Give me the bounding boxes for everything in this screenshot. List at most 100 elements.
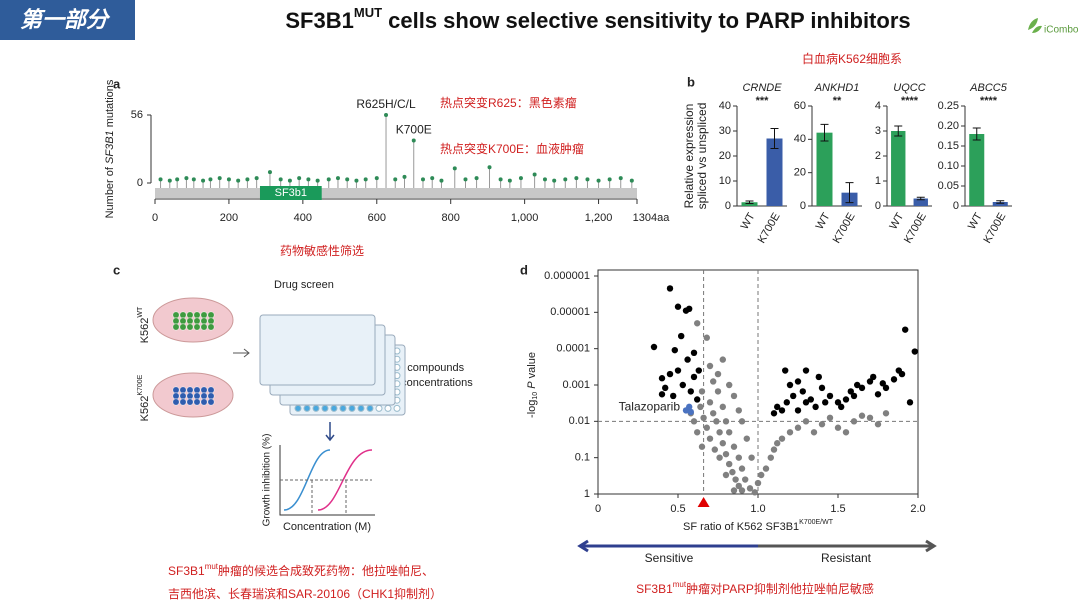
data-point xyxy=(650,343,658,351)
data-point xyxy=(767,454,774,461)
data-point xyxy=(666,285,674,292)
y-tick-label: 1 xyxy=(875,175,881,187)
data-point xyxy=(838,403,845,411)
data-point xyxy=(902,326,909,333)
arrow-resistant xyxy=(758,539,937,553)
data-point xyxy=(826,392,834,400)
mutation-point xyxy=(402,174,407,179)
mutation-point xyxy=(498,177,503,182)
domain-label: SF3b1 xyxy=(275,187,307,199)
well xyxy=(321,404,329,412)
mutation-point xyxy=(430,176,435,181)
data-point xyxy=(735,482,742,490)
panel-label: c xyxy=(113,262,120,277)
data-point xyxy=(751,489,758,496)
cell xyxy=(193,323,201,331)
data-point xyxy=(700,414,707,422)
cell-label: K562K700E xyxy=(137,374,151,421)
panel-label: d xyxy=(520,262,528,277)
data-point xyxy=(818,421,826,428)
data-point xyxy=(735,407,742,414)
x-label-sup: K700E/WT xyxy=(799,519,834,526)
mutation-point xyxy=(463,177,468,182)
mutation-point xyxy=(297,176,302,181)
data-point xyxy=(882,410,890,417)
curve-guides xyxy=(280,479,372,515)
cell-sup: WT xyxy=(137,306,144,318)
note-part: SF3B1 xyxy=(168,564,205,578)
data-point xyxy=(726,460,733,468)
error-bar xyxy=(972,127,981,141)
mutation-point xyxy=(175,177,180,182)
data-point xyxy=(730,392,738,400)
error-bar xyxy=(845,182,854,204)
mutation-point xyxy=(374,176,379,181)
error-bar xyxy=(820,123,829,142)
mutation-point xyxy=(596,178,601,183)
data-point xyxy=(879,380,886,387)
well xyxy=(294,404,302,412)
data-point xyxy=(850,418,858,425)
data-point xyxy=(714,388,722,395)
cell xyxy=(193,317,201,325)
y-tick-label: 0.1 xyxy=(575,452,590,464)
data-point xyxy=(671,346,678,354)
data-point xyxy=(698,443,706,450)
arrow xyxy=(233,348,250,358)
data-point xyxy=(812,403,819,411)
cell xyxy=(172,392,180,400)
data-point xyxy=(762,465,770,472)
data-point xyxy=(703,334,710,341)
y-axis-label: Number of SF3B1 mutations xyxy=(104,79,116,218)
mutation-point xyxy=(201,178,206,183)
chart-title: CRNDE xyxy=(742,82,782,94)
bar xyxy=(741,202,758,206)
cell xyxy=(186,392,194,400)
note-part: 肿瘤对PARP抑制剂他拉唑帕尼敏感 xyxy=(686,581,874,596)
data-point xyxy=(742,476,749,483)
mutation-point xyxy=(354,178,359,183)
mutation-point xyxy=(287,178,292,183)
data-point xyxy=(847,388,854,395)
data-point xyxy=(686,403,693,411)
error-bar xyxy=(745,200,754,204)
y-label-part: P xyxy=(526,381,538,392)
data-point xyxy=(874,421,882,428)
data-point xyxy=(906,399,914,406)
data-point xyxy=(890,376,898,383)
data-point xyxy=(687,388,694,395)
cell xyxy=(172,386,180,394)
y-tick-label: 4 xyxy=(875,100,881,112)
cell xyxy=(179,323,187,331)
cell xyxy=(200,392,208,400)
x-tick-label: 600 xyxy=(368,212,386,224)
data-point xyxy=(710,378,717,385)
mutation-point xyxy=(158,177,163,182)
y-tick-label: 0.25 xyxy=(938,100,959,112)
data-point xyxy=(866,414,874,422)
well xyxy=(384,404,392,412)
data-point xyxy=(802,399,810,406)
mutation-point xyxy=(542,177,547,182)
cell xyxy=(172,317,180,325)
data-point xyxy=(732,476,739,483)
y-tick-label: 40 xyxy=(794,133,806,145)
mutation-point xyxy=(267,170,272,175)
data-point xyxy=(658,391,666,398)
curve-xlabel: Concentration (M) xyxy=(283,521,371,533)
y-tick-label: 0.15 xyxy=(938,140,959,152)
data-point xyxy=(802,367,810,374)
cell-label: K562WT xyxy=(137,306,151,343)
y-tick-label: 30 xyxy=(719,125,731,137)
data-point xyxy=(703,424,710,431)
data-point xyxy=(729,468,736,476)
y-tick-label: 0.20 xyxy=(938,120,959,132)
y-tick-label: 0 xyxy=(875,200,881,212)
data-point xyxy=(882,384,890,392)
data-point xyxy=(726,429,733,436)
x-tick-label: 0 xyxy=(595,503,601,515)
mutation-point xyxy=(363,177,368,182)
bar xyxy=(969,134,985,206)
data-point xyxy=(802,418,810,425)
mutation-point xyxy=(393,177,398,182)
